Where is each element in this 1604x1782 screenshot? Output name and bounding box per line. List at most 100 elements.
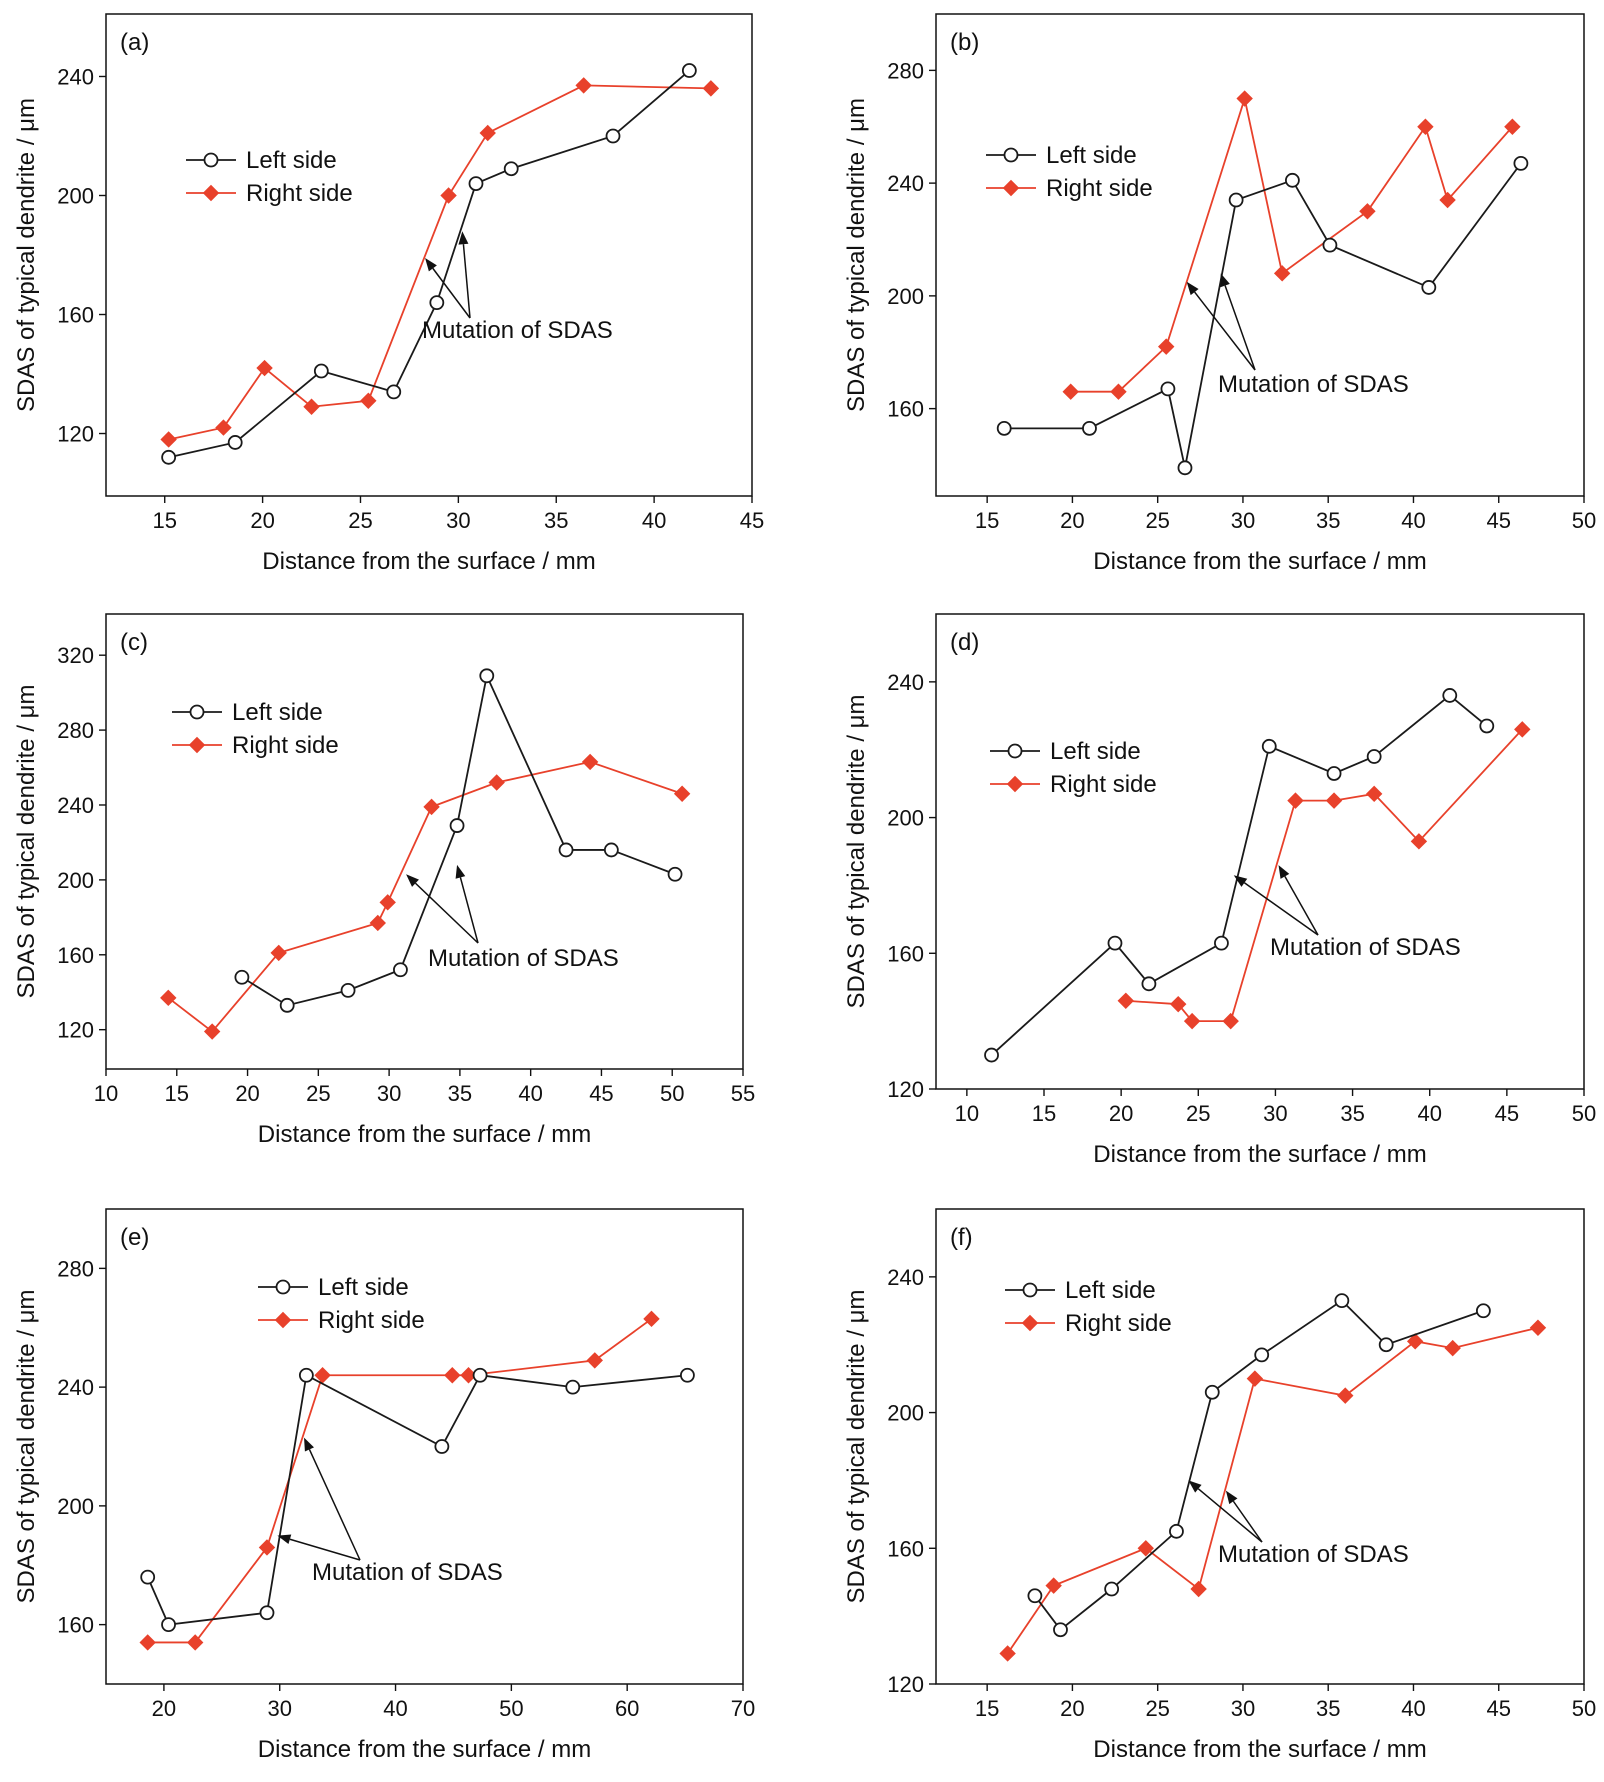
right-side-point xyxy=(1183,1012,1201,1030)
right-side-point xyxy=(1417,118,1434,135)
left-side-point xyxy=(984,1047,999,1063)
annotation-arrow xyxy=(1232,1500,1263,1543)
legend-left-label: Left side xyxy=(318,1274,409,1301)
right-side-point xyxy=(581,753,599,771)
x-tick-label: 50 xyxy=(1572,1696,1596,1721)
left-side-point xyxy=(1322,237,1338,253)
y-axis-label: SDAS of typical dendrite / μm xyxy=(843,695,870,1009)
legend-right-label: Right side xyxy=(1046,175,1153,202)
legend-right-marker xyxy=(188,736,206,754)
x-tick-label: 40 xyxy=(518,1081,542,1106)
legend-right-marker xyxy=(274,1311,292,1329)
x-tick-label: 40 xyxy=(1401,1696,1425,1721)
plot-frame xyxy=(105,1208,744,1685)
annotation-arrow xyxy=(308,1449,361,1561)
legend: Left side Right side xyxy=(986,142,1153,202)
right-side-point xyxy=(314,1367,331,1384)
x-axis-label: Distance from the surface / mm xyxy=(1093,548,1426,575)
legend-right-marker xyxy=(1006,775,1024,793)
legend-left-marker xyxy=(189,704,205,720)
y-tick-label: 200 xyxy=(57,183,94,208)
y-tick-label: 240 xyxy=(887,171,924,196)
panel-label: (e) xyxy=(120,1224,149,1251)
x-tick-label: 25 xyxy=(348,508,372,533)
annotation-arrowhead xyxy=(455,864,466,879)
right-side-point xyxy=(1110,383,1127,400)
annotation-arrowhead xyxy=(304,1437,315,1452)
left-side-point xyxy=(1475,1303,1491,1319)
right-side-point xyxy=(369,914,386,932)
x-tick-label: 15 xyxy=(152,508,176,533)
annotation-arrowhead xyxy=(277,1534,292,1545)
annotation-arrow xyxy=(1197,1488,1263,1543)
x-tick-label: 20 xyxy=(152,1696,176,1721)
annotation-text: Mutation of SDAS xyxy=(428,945,619,972)
x-tick-label: 55 xyxy=(731,1081,755,1106)
right-side-point xyxy=(215,419,232,436)
right-side-point xyxy=(186,1634,204,1651)
left-side-point xyxy=(340,982,356,998)
panel-label: (a) xyxy=(120,29,149,56)
annotation-arrowhead xyxy=(1188,1480,1202,1493)
y-tick-label: 200 xyxy=(887,806,924,831)
left-side-point xyxy=(449,818,465,833)
plot-frame xyxy=(935,613,1585,1090)
annotation-text: Mutation of SDAS xyxy=(1218,371,1409,398)
left-side-point xyxy=(1421,280,1437,295)
left-side-point xyxy=(565,1379,581,1395)
y-tick-label: 160 xyxy=(57,943,94,968)
x-axis-label: Distance from the surface / mm xyxy=(262,548,595,575)
annotation-arrowhead xyxy=(458,231,469,245)
left-side-point xyxy=(468,176,484,191)
left-side-line xyxy=(1004,162,1522,469)
legend: Left side Right side xyxy=(186,147,353,207)
chart-panel-d: 10 15 20 25 30 35 40 45 50 120 160 200 240 Distance f… xyxy=(843,613,1596,1168)
left-side-point xyxy=(1378,1337,1394,1353)
chart-panel-f: 15 20 25 30 35 40 45 50 120 160 200 240 Distance fro… xyxy=(843,1208,1596,1763)
y-tick-label: 200 xyxy=(887,284,924,309)
chart-panel-e: 20 30 40 50 60 70 160 200 240 280 Distance from th… xyxy=(13,1208,755,1763)
annotation-arrowhead xyxy=(425,257,437,272)
right-side-point xyxy=(1410,833,1428,850)
panel-label: (d) xyxy=(950,629,979,656)
annotation-arrow xyxy=(462,244,471,319)
annotation-arrow xyxy=(1224,285,1256,371)
legend-left-label: Left side xyxy=(1065,1277,1156,1304)
right-side-line xyxy=(1006,1326,1539,1654)
right-side-point xyxy=(586,1352,603,1369)
right-side-point xyxy=(160,431,177,448)
x-tick-label: 35 xyxy=(1340,1101,1364,1126)
left-side-point xyxy=(1442,688,1458,703)
annotation-arrowhead xyxy=(1233,875,1248,887)
panel-label: (b) xyxy=(950,29,979,56)
left-side-point xyxy=(298,1367,314,1383)
y-tick-label: 120 xyxy=(57,422,94,447)
legend-left-marker xyxy=(1003,147,1019,163)
x-axis-label: Distance from the surface / mm xyxy=(1093,1736,1426,1763)
left-side-point xyxy=(1104,1581,1120,1597)
left-side-line xyxy=(146,1373,688,1626)
left-side-point xyxy=(1053,1622,1068,1638)
x-tick-label: 20 xyxy=(1109,1101,1133,1126)
x-tick-label: 25 xyxy=(1145,508,1169,533)
x-tick-label: 45 xyxy=(589,1081,613,1106)
right-side-point xyxy=(1190,1580,1207,1598)
left-side-point xyxy=(313,363,329,379)
y-tick-label: 200 xyxy=(57,1494,94,1519)
legend-left-marker xyxy=(203,152,219,168)
left-side-point xyxy=(681,63,697,78)
x-tick-label: 40 xyxy=(383,1696,407,1721)
x-tick-label: 25 xyxy=(306,1081,330,1106)
x-tick-label: 20 xyxy=(235,1081,259,1106)
left-side-point xyxy=(279,997,295,1013)
annotation-text: Mutation of SDAS xyxy=(1270,934,1461,961)
left-side-point xyxy=(1177,460,1193,476)
x-tick-label: 50 xyxy=(660,1081,684,1106)
left-side-point xyxy=(1169,1523,1184,1539)
right-side-point xyxy=(1170,995,1187,1013)
y-tick-label: 160 xyxy=(887,1536,924,1561)
left-side-point xyxy=(667,866,683,882)
y-tick-label: 160 xyxy=(57,303,94,328)
left-side-point xyxy=(234,969,250,985)
left-side-point xyxy=(161,449,177,465)
